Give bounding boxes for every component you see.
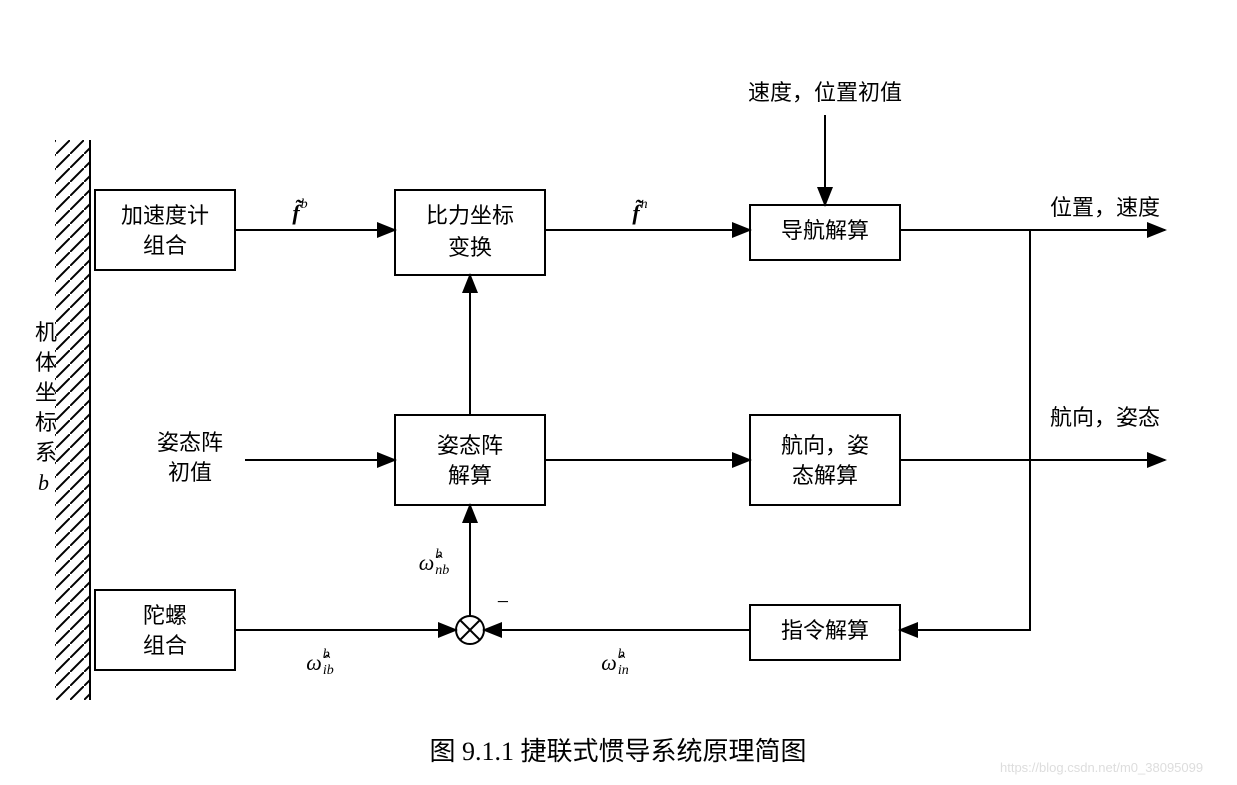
hatched-wall xyxy=(55,140,90,700)
heading-solve-label2: 态解算 xyxy=(792,463,858,488)
minus-sign: − xyxy=(497,589,509,614)
output-position-velocity: 位置，速度 xyxy=(1050,195,1160,220)
svg-text:ω̂inb: ω̂inb xyxy=(601,647,628,678)
accelerometer-label1: 加速度计 xyxy=(121,203,209,228)
heading-solve-label1: 航向，姿 xyxy=(781,433,869,458)
svg-text:f̃n: f̃n xyxy=(632,197,647,225)
attitude-solve-label1: 姿态阵 xyxy=(437,433,503,458)
signal-omega-in: ω̂inb xyxy=(601,647,628,678)
body-frame-label: 机 体 坐 标 系 b xyxy=(35,320,57,495)
signal-omega-nb: ω̂nbb xyxy=(419,547,450,578)
arrow-feedback-to-cmd xyxy=(900,230,1030,630)
attitude-solve-box xyxy=(395,415,545,505)
velocity-position-init-label: 速度，位置初值 xyxy=(748,80,902,105)
signal-fb: f̃b xyxy=(292,197,307,225)
attitude-init-label2: 初值 xyxy=(168,460,212,485)
figure-caption: 图 9.1.1 捷联式惯导系统原理简图 xyxy=(429,737,806,766)
summing-junction xyxy=(456,616,484,644)
body-frame-char2: 体 xyxy=(35,350,57,375)
svg-text:ω̂nbb: ω̂nbb xyxy=(419,547,450,578)
heading-solve-box xyxy=(750,415,900,505)
svg-text:ω̂ibb: ω̂ibb xyxy=(306,647,333,678)
signal-omega-ib: ω̂ibb xyxy=(306,647,333,678)
attitude-init-label1: 姿态阵 xyxy=(157,430,223,455)
block-diagram: 机 体 坐 标 系 b 加速度计 组合 比力坐标 变换 导航解算 姿态阵 初值 … xyxy=(0,0,1237,785)
gyro-label1: 陀螺 xyxy=(143,603,187,628)
body-frame-char4: 标 xyxy=(35,410,57,435)
accelerometer-label2: 组合 xyxy=(143,233,187,258)
svg-text:f̃b: f̃b xyxy=(292,197,307,225)
signal-fn: f̃n xyxy=(632,197,647,225)
nav-solve-label: 导航解算 xyxy=(781,218,869,243)
force-transform-label2: 变换 xyxy=(448,235,492,260)
gyro-label2: 组合 xyxy=(143,633,187,658)
watermark: https://blog.csdn.net/m0_38095099 xyxy=(1000,760,1203,775)
body-frame-char3: 坐 xyxy=(35,380,57,405)
body-frame-b: b xyxy=(38,470,49,495)
body-frame-char1: 机 xyxy=(35,320,57,345)
force-transform-label1: 比力坐标 xyxy=(426,203,514,228)
body-frame-char5: 系 xyxy=(35,440,57,465)
attitude-solve-label2: 解算 xyxy=(448,463,492,488)
cmd-solve-label: 指令解算 xyxy=(781,618,869,643)
output-heading-attitude: 航向，姿态 xyxy=(1050,405,1160,430)
